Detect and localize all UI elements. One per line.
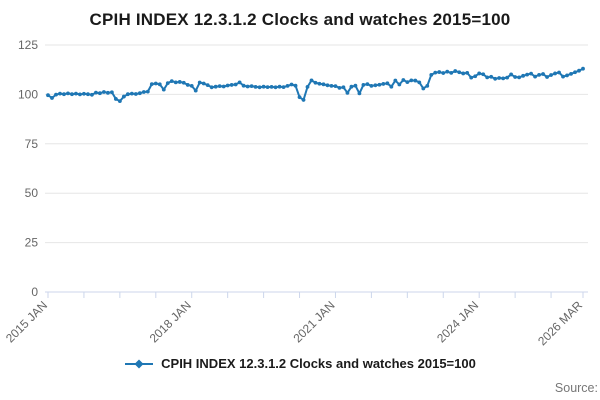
y-axis-labels: 0 25 50 75 100 125: [18, 38, 38, 299]
svg-text:100: 100: [18, 87, 38, 101]
svg-text:0: 0: [31, 285, 38, 299]
svg-text:2018 JAN: 2018 JAN: [147, 298, 194, 345]
svg-text:25: 25: [25, 236, 39, 250]
svg-text:2026 MAR: 2026 MAR: [535, 298, 585, 348]
horizontal-gridlines: [45, 44, 588, 244]
series-line: [46, 66, 585, 104]
svg-text:2021 JAN: 2021 JAN: [290, 298, 337, 345]
chart-title: CPIH INDEX 12.3.1.2 Clocks and watches 2…: [89, 10, 511, 29]
svg-text:2024 JAN: 2024 JAN: [434, 298, 481, 345]
x-axis-labels: 2015 JAN 2018 JAN 2021 JAN 2024 JAN 2026 MAR: [3, 298, 585, 348]
svg-text:125: 125: [18, 38, 38, 52]
svg-text:50: 50: [25, 186, 39, 200]
legend: CPIH INDEX 12.3.1.2 Clocks and watches 2…: [0, 356, 600, 371]
source-label: Source:: [554, 381, 598, 395]
svg-text:75: 75: [25, 137, 39, 151]
svg-text:2015 JAN: 2015 JAN: [3, 298, 50, 345]
x-axis: [45, 291, 588, 298]
legend-label: CPIH INDEX 12.3.1.2 Clocks and watches 2…: [161, 356, 476, 371]
legend-line-marker-icon: [125, 359, 154, 368]
